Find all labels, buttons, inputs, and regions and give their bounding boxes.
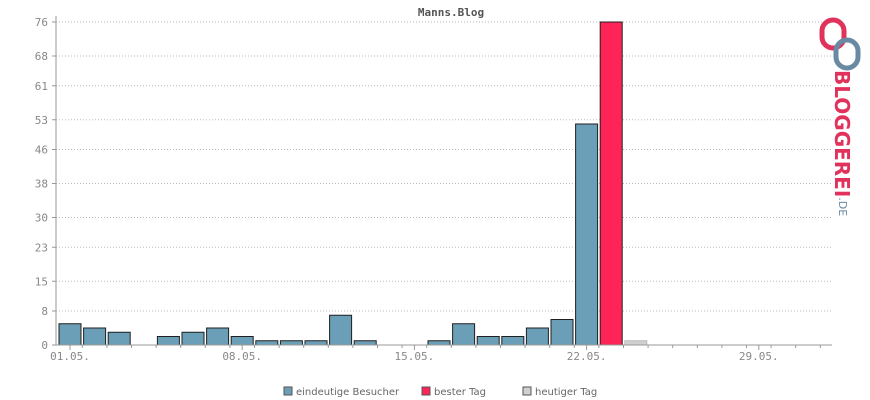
x-tick-label: 29.05. [739,350,779,363]
bar-eindeutige-besucher [501,336,525,346]
bar-eindeutige-besucher [476,336,500,346]
bar-eindeutige-besucher [255,340,279,346]
logo-wordmark: BLOGGEREI.DE [830,70,854,217]
y-tick-label: 76 [35,16,48,29]
bar-eindeutige-besucher [279,340,303,346]
x-tick-label: 08.05. [222,350,262,363]
bar-eindeutige-besucher [230,336,254,346]
y-tick-label: 38 [35,178,48,191]
bar-eindeutige-besucher [353,340,377,346]
y-tick-label: 30 [35,212,48,225]
y-tick-label: 61 [35,80,48,93]
bar-eindeutige-besucher [304,340,328,346]
legend-swatch [283,386,293,396]
legend-item: bester Tag [421,386,486,398]
y-tick-label: 53 [35,114,48,127]
bar-eindeutige-besucher [427,340,451,346]
legend: eindeutige Besucher bester Tag heutiger Ta… [283,386,597,398]
legend-item: eindeutige Besucher [283,386,400,398]
legend-label: heutiger Tag [535,387,597,398]
legend-item: heutiger Tag [522,386,597,398]
y-tick-label: 68 [35,50,48,63]
legend-label: bester Tag [434,387,486,398]
x-axis-ticks: 01.05. 08.05. 15.05. 22.05. 29.05. [50,345,821,363]
bar-eindeutige-besucher [83,327,107,346]
y-tick-label: 23 [35,241,48,254]
x-tick-label: 01.05. [50,350,90,363]
bar-eindeutige-besucher [525,327,549,346]
bar-eindeutige-besucher [452,323,476,346]
x-tick-label: 22.05. [567,350,607,363]
y-axis-ticks: 0 8 15 23 30 38 46 53 61 68 76 [35,16,56,352]
y-tick-label: 46 [35,144,48,157]
grid-lines [56,21,832,312]
bar-bester-tag [599,21,623,346]
legend-swatch [421,386,431,396]
legend-swatch [522,386,532,396]
bar-eindeutige-besucher [550,319,574,346]
bar-eindeutige-besucher [107,331,131,346]
y-tick-label: 8 [41,305,48,318]
bar-eindeutige-besucher [156,336,180,346]
bar-eindeutige-besucher [206,327,230,346]
bar-eindeutige-besucher [58,323,82,346]
bar-eindeutige-besucher [181,331,205,346]
legend-label: eindeutige Besucher [296,387,400,398]
bar-heutiger-tag [624,340,648,346]
bar-eindeutige-besucher [329,314,353,346]
y-tick-label: 15 [35,275,48,288]
axes [55,16,832,346]
chart-title: Manns.Blog [418,6,484,19]
bars [58,21,648,346]
x-tick-label: 15.05. [395,350,435,363]
y-tick-label: 0 [41,339,48,352]
logo-mark-icon [819,17,861,71]
bar-eindeutige-besucher [575,123,599,346]
bloggerei-logo [819,17,861,71]
